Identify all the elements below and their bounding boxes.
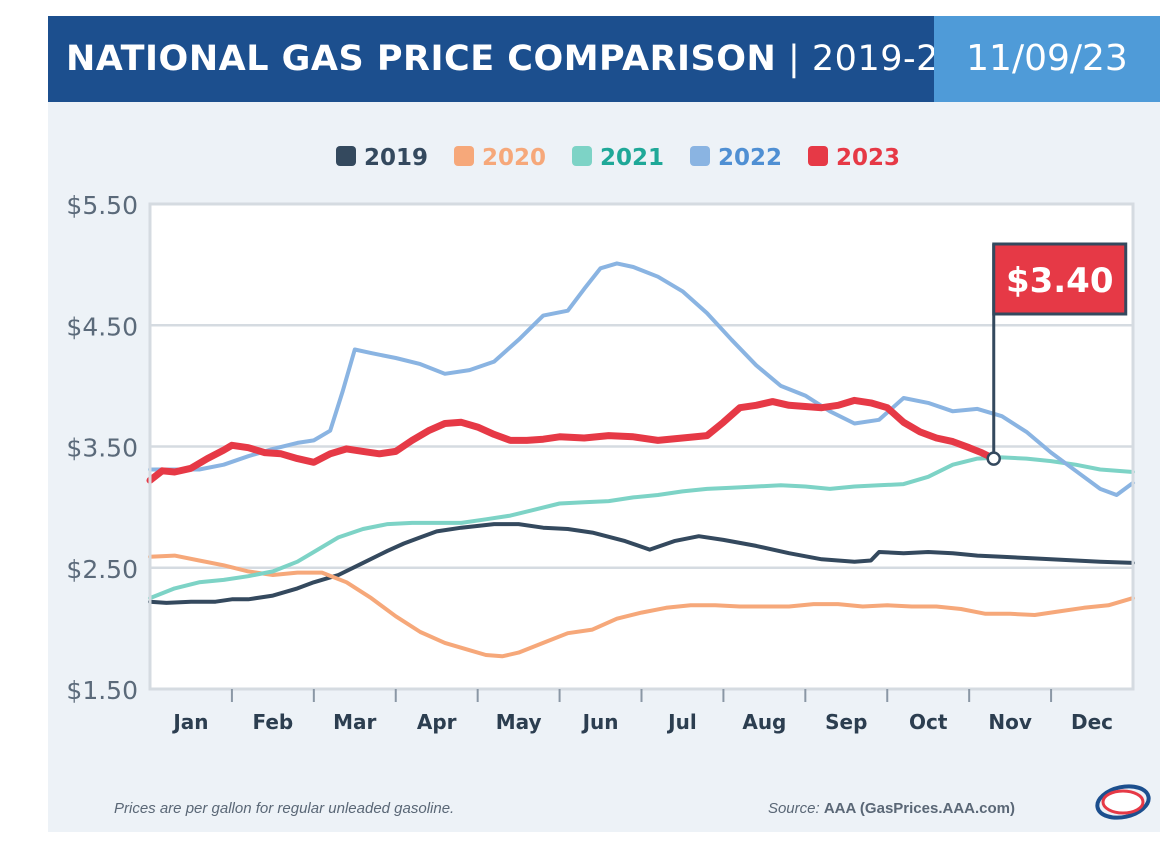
series-line-2021 (148, 455, 1135, 601)
x-tick-label: Apr (417, 710, 457, 734)
legend-swatch-2021 (572, 146, 592, 166)
x-tick-label: Oct (909, 710, 948, 734)
y-tick-label: $2.50 (66, 555, 138, 584)
legend-label-2021: 2021 (600, 145, 664, 171)
y-tick-label: $4.50 (66, 312, 138, 341)
axes: $1.50 $2.50 $3.50 $4.50 $5.50 Jan Feb Mar Apr May… (66, 191, 1135, 734)
line-chart: 2019 2020 2021 2022 2023 $1.50 $2.50 $3.50 $4.5… (66, 145, 1135, 734)
series-line-2023 (146, 396, 998, 484)
x-tick-label: Jul (666, 710, 697, 734)
aaa-logo (1095, 784, 1151, 820)
grid (150, 204, 1133, 689)
y-tick-label: $1.50 (66, 676, 138, 705)
x-tick-label: Jun (581, 710, 619, 734)
report-date: 11/09/23 (966, 38, 1128, 79)
legend-label-2019: 2019 (364, 145, 428, 171)
legend-swatch-2023 (808, 146, 828, 166)
x-tick-label: Feb (253, 710, 294, 734)
title-separator: | (787, 39, 801, 79)
callout-point (986, 451, 1001, 466)
x-tick-label: Dec (1071, 710, 1113, 734)
x-tick-label: Sep (825, 710, 867, 734)
legend: 2019 2020 2021 2022 2023 (336, 145, 900, 171)
source-credit: Source: AAA (GasPrices.AAA.com) (768, 800, 1015, 817)
legend-label-2022: 2022 (718, 145, 782, 171)
y-tick-label: $5.50 (66, 191, 138, 220)
legend-swatch-2019 (336, 146, 356, 166)
x-tick-label: May (496, 710, 542, 734)
plot-area (146, 261, 1135, 659)
source-label: Source: (767, 800, 820, 817)
chart-card: NATIONAL GAS PRICE COMPARISON | 2019-202… (48, 16, 1160, 832)
series-line-2022 (148, 261, 1135, 497)
y-tick-label: $3.50 (66, 434, 138, 463)
legend-swatch-2022 (690, 146, 710, 166)
callout-label: $3.40 (1006, 261, 1114, 301)
legend-label-2020: 2020 (482, 145, 546, 171)
x-tick-label: Mar (333, 710, 376, 734)
series-line-2019 (148, 522, 1135, 605)
date-badge: 11/09/23 (934, 16, 1160, 102)
legend-swatch-2020 (454, 146, 474, 166)
x-tick-label: Jan (171, 710, 208, 734)
title-years: 2019-2023 (811, 39, 934, 79)
source-value: AAA (GasPrices.AAA.com) (823, 800, 1015, 817)
series-line-2020 (148, 553, 1135, 659)
title-bar: NATIONAL GAS PRICE COMPARISON | 2019-202… (48, 16, 934, 102)
x-tick-label: Nov (988, 710, 1032, 734)
chart-title: NATIONAL GAS PRICE COMPARISON (66, 39, 777, 79)
legend-label-2023: 2023 (836, 145, 900, 171)
x-tick-label: Aug (742, 710, 786, 734)
callout-box (992, 242, 1128, 316)
price-callout: $3.40 (986, 242, 1128, 466)
footnote: Prices are per gallon for regular unlead… (114, 800, 455, 817)
